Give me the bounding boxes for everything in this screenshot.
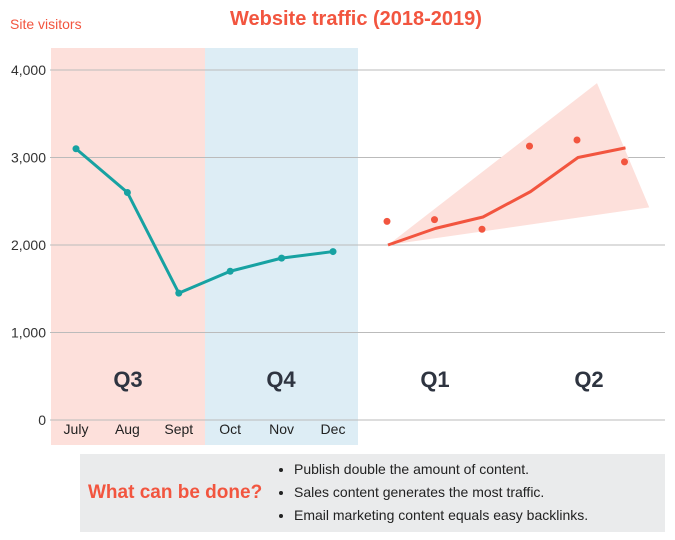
forecast-series-line [387,146,626,247]
recommendations-panel: What can be done? Publish double the amo… [80,454,665,532]
y-axis-title: Site visitors [10,16,82,32]
list-item: Publish double the amount of content. [294,458,588,481]
x-tick-label: Dec [321,421,346,437]
x-tick-labels: July Aug Sept Oct Nov Dec [64,421,346,437]
forecast-band [388,83,650,245]
x-tick-label: July [64,421,89,437]
y-tick-label: 4,000 [11,62,46,78]
quarter-labels: Q3 Q4 Q1 Q2 [113,367,603,392]
actual-data-point [329,248,337,256]
chart-title: Website traffic (2018-2019) [230,8,482,30]
forecast-data-point [573,136,581,144]
actual-data-point [72,145,80,153]
q3-band [51,48,205,445]
y-tick-label: 1,000 [11,325,46,341]
actual-data-point [175,289,183,297]
actual-series-line [75,147,334,295]
y-tick-label: 3,000 [11,150,46,166]
quarter-label: Q3 [113,367,142,392]
recommendations-list: Publish double the amount of content. Sa… [276,458,588,527]
x-tick-label: Sept [164,421,193,437]
quarter-label: Q1 [420,367,449,392]
panel-title: What can be done? [88,482,263,503]
actual-data-point [278,254,286,262]
q4-band [205,48,358,445]
x-tick-label: Aug [115,421,140,437]
y-tick-labels: 0 1,000 2,000 3,000 4,000 [11,62,46,428]
x-tick-label: Nov [269,421,294,437]
forecast-data-point [383,217,391,225]
actual-data-point [123,189,131,196]
forecast-data-point [526,142,533,150]
quarter-label: Q2 [574,367,603,392]
forecast-data-point [478,225,486,233]
quarter-label: Q4 [266,367,296,392]
list-item: Sales content generates the most traffic… [294,481,588,504]
series-group [72,136,628,297]
y-tick-label: 2,000 [11,237,46,253]
forecast-data-point [431,216,438,224]
x-tick-label: Oct [219,421,241,437]
y-tick-label: 0 [38,412,46,428]
list-item: Email marketing content equals easy back… [294,504,588,527]
forecast-data-point [621,158,628,166]
actual-data-point [226,267,234,275]
